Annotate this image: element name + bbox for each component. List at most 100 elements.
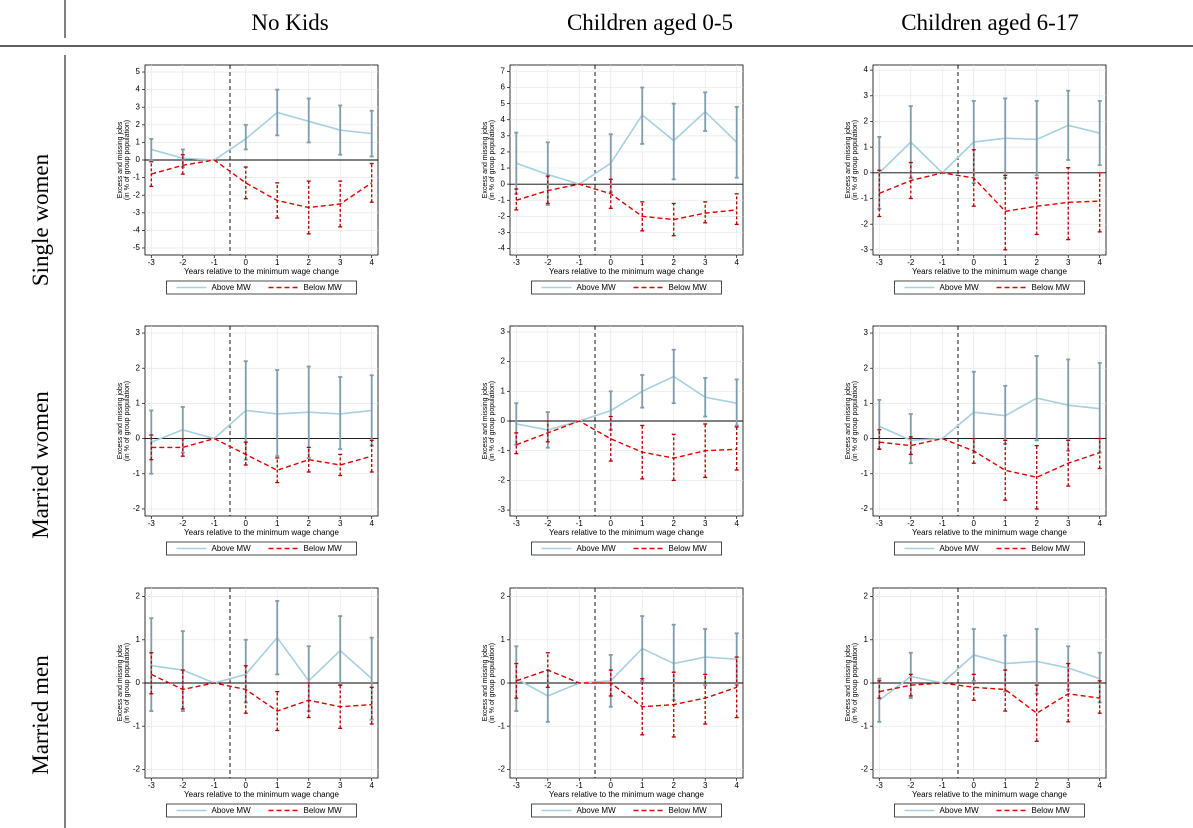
x-tick-label: 1 (640, 519, 645, 528)
error-bar (1097, 680, 1102, 714)
error-bar (275, 600, 280, 676)
error-bar (1034, 355, 1039, 442)
series-line (878, 397, 1100, 442)
x-tick-label: 3 (338, 781, 343, 790)
error-bar (514, 188, 519, 211)
error-bar (243, 665, 248, 714)
x-axis-label: Years relative to the minimum wage chang… (912, 790, 1067, 799)
y-tick-label: -2 (133, 764, 141, 773)
x-tick-label: -2 (544, 519, 552, 528)
y-tick-label: -1 (861, 721, 869, 730)
error-bar (971, 149, 976, 207)
error-bar (1034, 684, 1039, 742)
x-tick-label: -2 (907, 519, 915, 528)
error-bar (514, 645, 519, 712)
x-tick-label: 3 (1066, 519, 1071, 528)
legend-box (531, 541, 722, 556)
y-tick-label: 3 (136, 102, 141, 111)
y-tick-label: -1 (498, 446, 506, 455)
y-tick-label: 5 (501, 99, 506, 108)
error-bar (180, 437, 185, 457)
x-tick-label: 2 (672, 519, 677, 528)
legend-label: Above MW (212, 544, 252, 553)
row-label: Married men (28, 655, 53, 775)
legend-box (166, 280, 357, 295)
y-tick-label: 2 (136, 363, 141, 372)
y-tick-label: 1 (501, 163, 506, 172)
error-bar (338, 684, 343, 729)
y-axis-label: Excess and missing jobs (117, 644, 124, 721)
y-tick-label: 3 (864, 91, 869, 100)
y-tick-label: 3 (136, 328, 141, 337)
error-bar (149, 617, 154, 712)
error-bar (369, 686, 374, 725)
legend-box (894, 541, 1085, 556)
y-tick-label: 0 (136, 155, 141, 164)
x-tick-label: -3 (876, 781, 884, 790)
plot-frame (509, 64, 744, 256)
series-line (516, 669, 737, 708)
error-bar (1003, 634, 1008, 693)
error-bar (908, 673, 913, 697)
x-tick-label: 4 (734, 781, 739, 790)
x-tick-label: -1 (939, 781, 947, 790)
legend-label: Below MW (1032, 806, 1071, 815)
y-axis-label: (in % of group population) (124, 381, 131, 461)
error-bar (971, 673, 976, 701)
error-bar (640, 424, 645, 480)
x-tick-label: 4 (734, 519, 739, 528)
error-bar (338, 376, 343, 451)
legend-label: Below MW (669, 283, 708, 292)
x-tick-label: 3 (703, 258, 708, 267)
series-line (879, 172, 1100, 213)
x-tick-label: -1 (576, 519, 584, 528)
error-bar (608, 415, 613, 462)
x-axis-label: Years relative to the minimum wage chang… (184, 267, 339, 276)
legend-label: Below MW (669, 806, 708, 815)
y-tick-label: 1 (864, 635, 869, 644)
y-tick-label: -2 (498, 764, 506, 773)
error-bar (545, 175, 550, 205)
error-bar (306, 446, 311, 473)
x-tick-label: 2 (307, 519, 312, 528)
y-tick-label: 0 (501, 179, 506, 188)
y-tick-label: 1 (864, 399, 869, 408)
y-axis-label: Excess and missing jobs (845, 121, 852, 198)
legend-label: Below MW (1032, 283, 1071, 292)
x-axis-label: Years relative to the minimum wage chang… (549, 267, 704, 276)
error-bar (703, 201, 708, 224)
legend-box (894, 803, 1085, 818)
error-bar (734, 193, 739, 226)
x-axis-label: Years relative to the minimum wage chang… (184, 528, 339, 537)
series-line (878, 654, 1100, 701)
legend-label: Below MW (1032, 544, 1071, 553)
x-tick-label: -1 (939, 258, 947, 267)
x-tick-label: -2 (544, 258, 552, 267)
y-axis-label: (in % of group population) (124, 120, 131, 200)
error-bar (514, 662, 519, 699)
error-bar (1034, 444, 1039, 510)
legend-label: Below MW (669, 544, 708, 553)
series-line (151, 636, 373, 684)
error-bar (671, 671, 676, 738)
error-bar (1003, 669, 1008, 712)
error-bar (514, 432, 519, 455)
x-tick-label: -3 (148, 519, 156, 528)
error-bar (149, 652, 154, 695)
error-bar (1066, 439, 1071, 487)
x-tick-label: 1 (640, 258, 645, 267)
plot-frame (144, 325, 379, 517)
row-label: Single women (28, 153, 53, 286)
error-bar (1034, 100, 1039, 177)
y-tick-label: -1 (498, 721, 506, 730)
series-line (151, 437, 372, 472)
x-tick-label: 4 (369, 781, 374, 790)
error-bar (1066, 167, 1071, 241)
error-bar (275, 457, 280, 484)
error-bar (640, 374, 645, 409)
x-tick-label: -3 (876, 258, 884, 267)
error-bar (671, 433, 676, 482)
error-bar (877, 680, 882, 699)
error-bar (608, 178, 613, 209)
